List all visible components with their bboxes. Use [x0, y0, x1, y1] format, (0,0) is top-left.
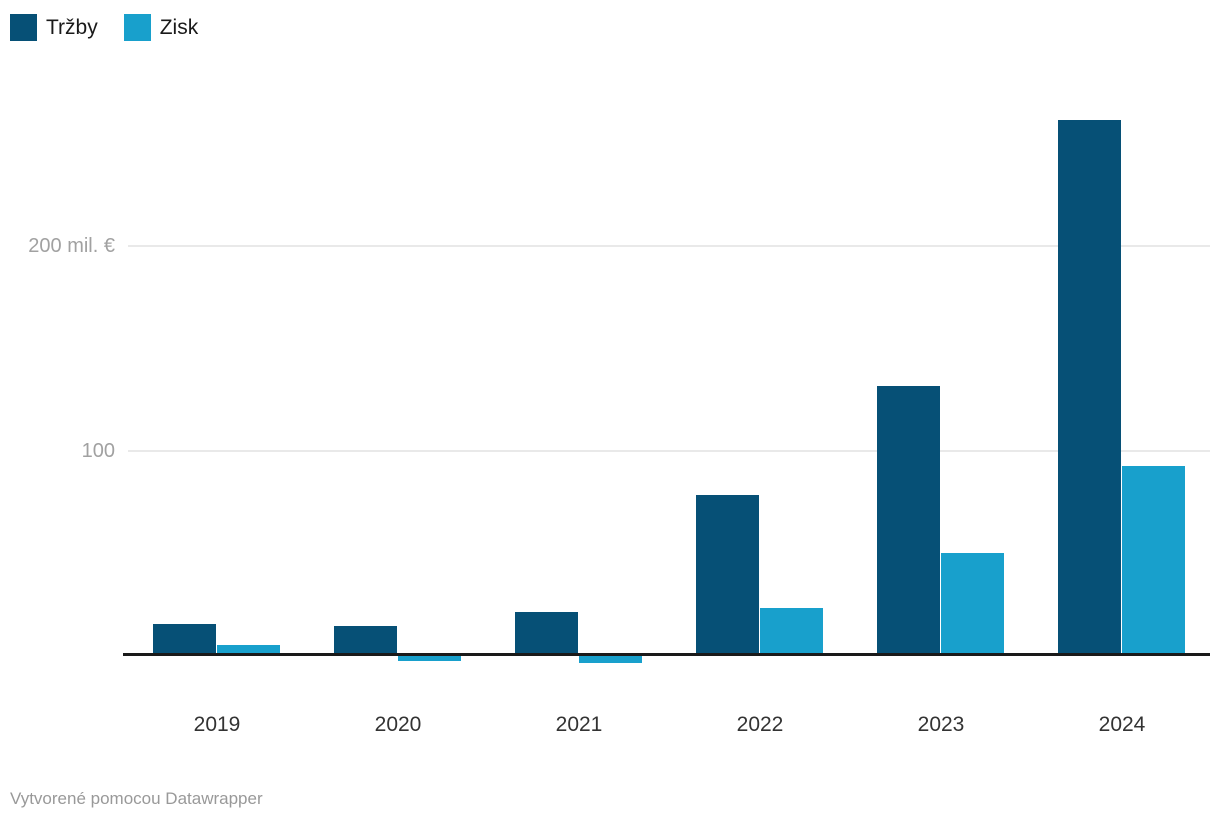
- bar-trzby-2023: [877, 386, 940, 653]
- y-axis-tick-label-200: 200 mil. €: [28, 235, 115, 257]
- legend-item-trzby: Tržby: [10, 14, 98, 41]
- bar-trzby-2022: [696, 495, 759, 653]
- bar-zisk-2023: [941, 553, 1004, 653]
- bar-zisk-2020: [398, 656, 461, 661]
- x-axis-label-2023: 2023: [917, 713, 965, 736]
- bar-trzby-2024: [1058, 120, 1121, 653]
- x-axis-label-2019: 2019: [193, 713, 241, 736]
- x-axis-label-2021: 2021: [555, 713, 603, 736]
- legend-label-trzby: Tržby: [46, 16, 98, 39]
- y-axis-tick-label-100: 100: [81, 440, 115, 462]
- bar-zisk-2019: [217, 645, 280, 653]
- bar-zisk-2021: [579, 656, 642, 663]
- bar-zisk-2024: [1122, 466, 1185, 653]
- gridline-200: [128, 245, 1210, 247]
- x-axis-label-2022: 2022: [736, 713, 784, 736]
- bar-trzby-2019: [153, 624, 216, 653]
- gridline-100: [128, 450, 1210, 452]
- x-axis-label-2020: 2020: [374, 713, 422, 736]
- legend-swatch-zisk: [123, 14, 151, 41]
- legend: Tržby Zisk: [10, 14, 198, 41]
- x-axis-baseline: [123, 653, 1210, 656]
- legend-item-zisk: Zisk: [123, 14, 199, 41]
- bar-trzby-2020: [334, 626, 397, 653]
- bar-zisk-2022: [760, 608, 823, 653]
- bar-trzby-2021: [515, 612, 578, 653]
- x-axis-label-2024: 2024: [1098, 713, 1146, 736]
- legend-label-zisk: Zisk: [159, 16, 199, 39]
- legend-swatch-trzby: [10, 14, 37, 41]
- datawrapper-credit: Vytvorené pomocou Datawrapper: [10, 789, 263, 808]
